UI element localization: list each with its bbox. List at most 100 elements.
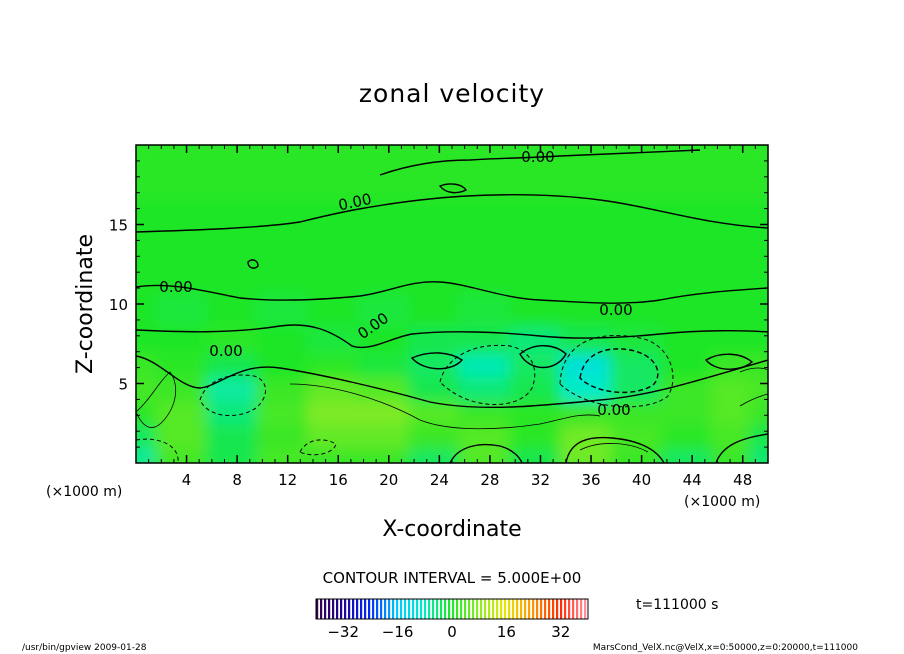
x-unit-right: (×1000 m) (684, 494, 760, 510)
colorbar-cell (460, 599, 463, 619)
colorbar-cell (320, 599, 323, 619)
heatmap-cell (610, 145, 673, 167)
colorbar-cell (328, 599, 331, 619)
chart-title: zonal velocity (359, 79, 545, 108)
colorbar-cell (432, 599, 435, 619)
contour-label: 0.00 (209, 342, 242, 360)
footer-left: /usr/bin/gpview 2009-01-28 (22, 643, 147, 653)
colorbar-cell (324, 599, 327, 619)
y-axis-label: Z-coordinate (73, 234, 98, 374)
colorbar-cell (520, 599, 523, 619)
contour-label: 0.00 (597, 401, 630, 419)
contour-label: 0.00 (159, 278, 192, 296)
colorbar-cell (384, 599, 387, 619)
x-tick-label: 12 (278, 471, 297, 489)
colorbar-tick-label: −16 (382, 623, 414, 641)
contour-label: 0.00 (521, 148, 554, 166)
colorbar-cell (532, 599, 535, 619)
colorbar-cell (436, 599, 439, 619)
x-tick-label: 48 (733, 471, 752, 489)
colorbar-cell (416, 599, 419, 619)
colorbar-cell (552, 599, 555, 619)
colorbar-cell (424, 599, 427, 619)
colorbar-cell (364, 599, 367, 619)
colorbar-cell (420, 599, 423, 619)
colorbar-cell (380, 599, 383, 619)
heatmap-cell (205, 145, 269, 167)
x-tick-label: 40 (632, 471, 651, 489)
colorbar-cell (452, 599, 455, 619)
heatmap-field (136, 145, 768, 463)
colorbar-cell (556, 599, 559, 619)
colorbar-tick-label: 16 (497, 623, 516, 641)
colorbar-cell (536, 599, 539, 619)
plot-area: 0.000.000.000.000.00 0.000.00 4 8 12 16 20 24 2… (109, 144, 769, 489)
x-unit-left: (×1000 m) (46, 484, 122, 500)
heatmap-cell (711, 145, 762, 167)
heatmap-cell (559, 145, 623, 167)
colorbar-cell (400, 599, 403, 619)
colorbar-cell (360, 599, 363, 619)
x-tick-label: 8 (232, 471, 242, 489)
colorbar-cell (376, 599, 379, 619)
x-tick-label: 32 (531, 471, 550, 489)
colorbar-cell (476, 599, 479, 619)
contour-label: 0.00 (599, 301, 632, 319)
colorbar-cell (344, 599, 347, 619)
colorbar-cell (524, 599, 527, 619)
colorbar-cell (468, 599, 471, 619)
colorbar-cell (440, 599, 443, 619)
colorbar: −32 −16 0 16 32 (315, 598, 589, 641)
negative-contours (136, 335, 674, 463)
colorbar-cell (560, 599, 563, 619)
heatmap-cell (749, 145, 768, 167)
colorbar-cell (444, 599, 447, 619)
colorbar-cell (428, 599, 431, 619)
heatmap-cell (458, 145, 522, 167)
contour-interval-label: CONTOUR INTERVAL = 5.000E+00 (323, 569, 582, 587)
colorbar-cell (504, 599, 507, 619)
colorbar-cell (352, 599, 355, 619)
colorbar-cell (492, 599, 495, 619)
colorbar-cell (316, 599, 319, 619)
colorbar-cell (448, 599, 451, 619)
x-tick-label: 44 (683, 471, 702, 489)
heatmap-cell (307, 145, 370, 167)
x-tick-label: 36 (581, 471, 600, 489)
colorbar-cell (412, 599, 415, 619)
footer-right: MarsCond_VelX.nc@VelX,x=0:50000,z=0:2000… (593, 643, 858, 653)
colorbar-cell (408, 599, 411, 619)
colorbar-cell (548, 599, 551, 619)
colorbar-cell (396, 599, 399, 619)
colorbar-cell (484, 599, 487, 619)
colorbar-cell (368, 599, 371, 619)
x-tick-label: 4 (182, 471, 192, 489)
colorbar-cell (584, 599, 587, 619)
colorbar-cell (372, 599, 375, 619)
colorbar-cell (332, 599, 335, 619)
y-tick-label: 15 (109, 217, 128, 235)
x-tick-label: 28 (480, 471, 499, 489)
colorbar-cell (404, 599, 407, 619)
colorbar-cell (580, 599, 583, 619)
x-tick-label: 20 (379, 471, 398, 489)
colorbar-cell (472, 599, 475, 619)
colorbar-cell (336, 599, 339, 619)
x-tick-label: 16 (329, 471, 348, 489)
y-tick-label: 5 (118, 376, 128, 394)
colorbar-cell (496, 599, 499, 619)
zero-contours (136, 149, 768, 463)
x-axis-ticks: 4 8 12 16 20 24 28 32 36 40 44 48 (148, 145, 756, 489)
colorbar-cell (500, 599, 503, 619)
colorbar-cell (516, 599, 519, 619)
colorbar-cell (564, 599, 567, 619)
colorbar-cell (540, 599, 543, 619)
colorbar-cell (480, 599, 483, 619)
y-axis-ticks: 5 10 15 (109, 160, 768, 448)
colorbar-cell (356, 599, 359, 619)
positive-contours (136, 367, 768, 453)
colorbar-cell (512, 599, 515, 619)
time-label: t=111000 s (636, 597, 718, 613)
colorbar-tick-label: 0 (447, 623, 457, 641)
